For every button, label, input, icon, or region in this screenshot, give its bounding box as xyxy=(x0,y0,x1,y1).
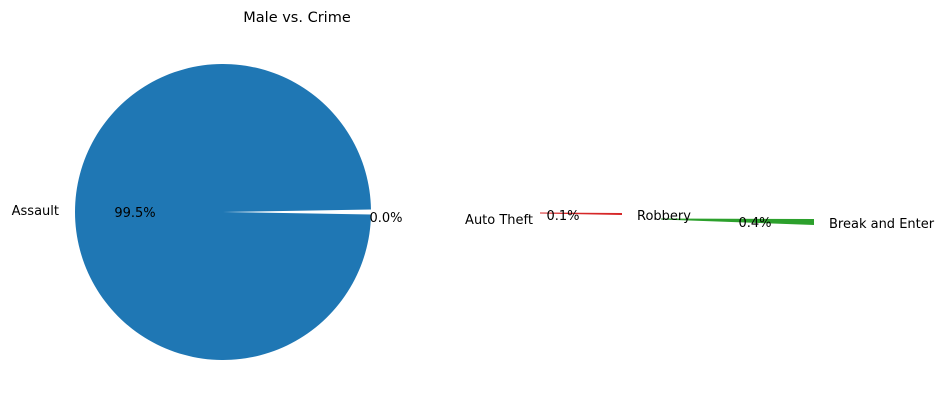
slice-percent-break-and-enter: 0.4% xyxy=(738,216,771,231)
slice-label-assault: Assault xyxy=(12,204,59,219)
slice-label-auto-theft: Auto Theft xyxy=(465,213,533,228)
pie-labels: Assault 99.5% Auto Theft 0.0% Robbery 0.1% Bre… xyxy=(12,204,935,232)
slice-auto-theft xyxy=(371,213,372,215)
pie-slices xyxy=(75,64,814,361)
slice-break-and-enter xyxy=(661,218,814,225)
slice-percent-robbery: 0.1% xyxy=(546,209,579,224)
slice-label-break-and-enter: Break and Enter xyxy=(829,217,935,232)
slice-percent-assault: 99.5% xyxy=(114,206,155,221)
slice-label-robbery: Robbery xyxy=(637,209,691,224)
chart-title: Male vs. Crime xyxy=(243,10,351,26)
slice-percent-auto-theft: 0.0% xyxy=(369,211,402,226)
slice-assault xyxy=(75,64,371,361)
slice-robbery xyxy=(540,212,622,215)
